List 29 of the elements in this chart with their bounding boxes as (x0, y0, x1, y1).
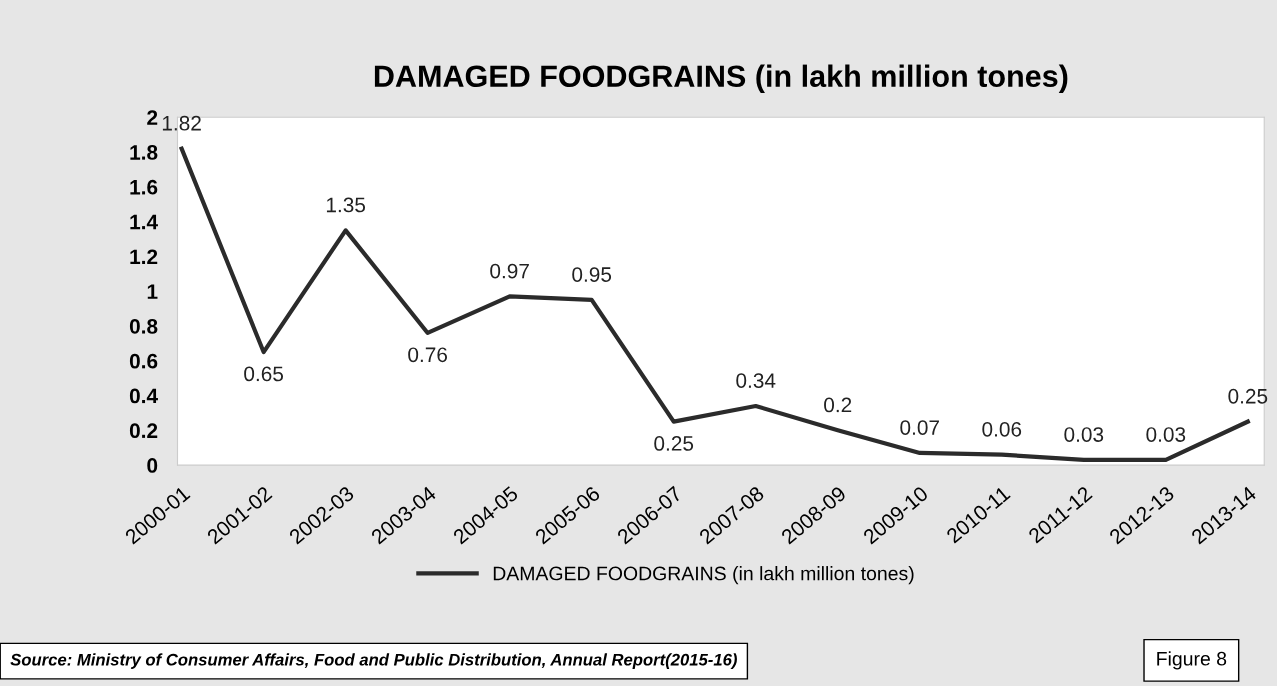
data-label: 1.82 (162, 115, 201, 131)
data-label: 0.95 (572, 267, 612, 282)
data-label: 0.06 (982, 421, 1022, 437)
y-tick-label: 1.8 (130, 145, 158, 160)
data-label: 0.76 (408, 347, 448, 363)
data-label: 0.03 (1146, 427, 1186, 442)
y-tick-label: 0.4 (129, 388, 158, 404)
data-label: 1.35 (326, 197, 366, 213)
y-tick-label: 0.8 (129, 318, 158, 334)
chart-title: DAMAGED FOODGRAINS (in lakh million tones) (374, 64, 1068, 94)
data-label: 0.03 (1064, 427, 1104, 442)
data-label: 0.34 (736, 373, 776, 388)
y-tick-label: 1.4 (130, 214, 158, 230)
y-tick-label: 0.2 (129, 423, 158, 439)
y-tick-label: 0.6 (129, 353, 158, 369)
caption: Figure 8 (1157, 651, 1227, 670)
data-label: 0.65 (244, 366, 284, 382)
y-tick-label: 1 (147, 284, 158, 299)
data-label: 0.2 (824, 397, 852, 413)
data-label: 0.97 (490, 263, 529, 279)
y-tick-label: 1.2 (130, 249, 158, 264)
y-tick-label: 2 (147, 110, 158, 125)
source-note: Source: Ministry of Consumer Affairs, Food and Public Distribution, Annual Report(2015-16) (10, 653, 737, 669)
data-label: 0.07 (900, 420, 939, 435)
y-tick-label: 1.6 (130, 179, 158, 195)
data-label: 0.25 (654, 436, 694, 451)
legend-label: DAMAGED FOODGRAINS (in lakh million tones) (493, 566, 914, 585)
y-tick-label: 0 (147, 458, 158, 473)
data-label: 0.25 (1228, 388, 1268, 404)
